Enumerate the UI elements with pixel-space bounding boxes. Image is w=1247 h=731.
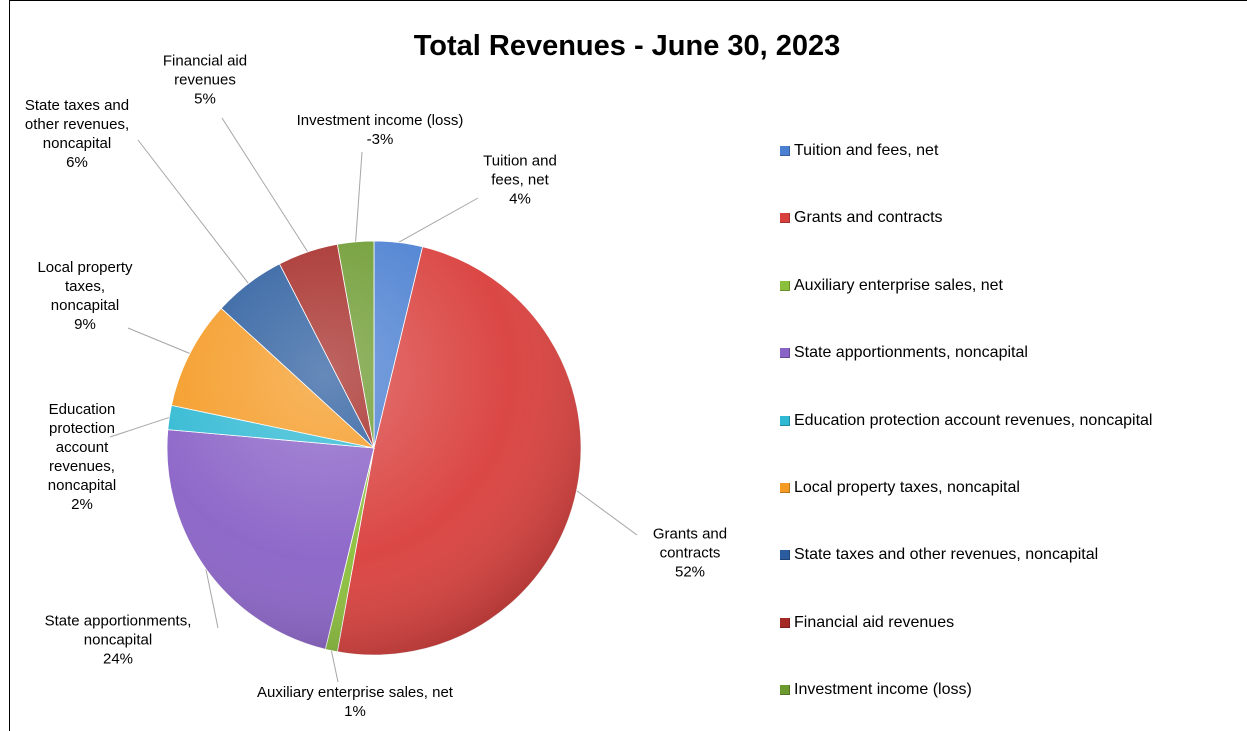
legend-label: State taxes and other revenues, noncapit… [794, 546, 1099, 564]
legend-label: Tuition and fees, net [794, 142, 939, 159]
slice-label-2: Grants and contracts 52% [653, 525, 727, 582]
legend-item: State apportionments, noncapital [780, 342, 1028, 364]
slice-label-percent: 2% [71, 496, 93, 513]
slice-label-name: State apportionments, noncapital [44, 612, 192, 649]
slice-label-5: Education protection account revenues, n… [48, 400, 116, 514]
slice-label-name: Financial aid revenues [162, 52, 248, 89]
slice-label-name: Auxiliary enterprise sales, net [257, 684, 453, 701]
legend-item: Financial aid revenues [780, 612, 954, 634]
legend: Tuition and fees, net Grants and contract… [780, 140, 1247, 720]
slice-label-percent: 1% [344, 703, 366, 720]
legend-label: Education protection account revenues, n… [794, 411, 1153, 429]
leader-line-1 [398, 197, 479, 243]
leader-line-5 [109, 416, 170, 438]
legend-item: Auxiliary enterprise sales, net [780, 275, 1003, 297]
legend-label: Local property taxes, noncapital [794, 479, 1020, 496]
legend-label: State apportionments, noncapital [794, 344, 1028, 362]
chart-area [9, 0, 1247, 731]
leader-line-7 [137, 139, 249, 284]
legend-item: Tuition and fees, net [780, 140, 938, 162]
slice-label-name: Investment income (loss) [296, 112, 464, 129]
legend-label: Auxiliary enterprise sales, net [794, 276, 1003, 294]
chart-title: Total Revenues - June 30, 2023 [413, 30, 841, 62]
legend-item: Investment income (loss) [780, 679, 972, 701]
slice-label-name: Local property taxes, noncapital [37, 259, 133, 314]
slice-label-percent: 4% [509, 190, 531, 208]
slice-label-7: State taxes and other revenues, noncapit… [25, 96, 129, 172]
slice-label-name: Tuition and fees, net [483, 152, 557, 189]
slice-label-8: Financial aid revenues 5% [163, 52, 247, 109]
legend-label: Financial aid revenues [794, 613, 955, 631]
slice-label-percent: -3% [366, 131, 394, 148]
slice-label-name: State taxes and other revenues, noncapit… [24, 97, 130, 152]
legend-swatch [780, 348, 790, 359]
slice-label-percent: 9% [74, 316, 96, 333]
leader-line-3 [330, 650, 339, 683]
slice-label-9: Investment income (loss) -3% [297, 111, 464, 149]
slice-label-percent: 24% [102, 650, 134, 668]
slice-label-name: Education protection account revenues, n… [47, 401, 117, 494]
slice-label-percent: 52% [674, 563, 706, 581]
legend-swatch [780, 213, 790, 224]
legend-swatch [780, 617, 790, 628]
slice-label-4: State apportionments, noncapital 24% [45, 612, 192, 669]
slice-label-1: Tuition and fees, net 4% [483, 152, 557, 209]
legend-swatch [780, 483, 790, 493]
legend-label: Investment income (loss) [794, 681, 972, 699]
slice-label-percent: 5% [194, 90, 216, 108]
leader-line-2 [576, 490, 638, 536]
legend-label: Grants and contracts [794, 209, 943, 227]
legend-swatch [780, 280, 790, 291]
legend-swatch [780, 550, 790, 561]
legend-item: Grants and contracts [780, 207, 943, 229]
legend-item: Education protection account revenues, n… [780, 410, 1152, 432]
legend-item: Local property taxes, noncapital [780, 477, 1020, 499]
legend-item: State taxes and other revenues, noncapit… [780, 544, 1098, 566]
legend-swatch [780, 685, 790, 696]
leader-line-6 [127, 327, 191, 354]
leader-line-8 [221, 117, 309, 253]
legend-swatch [780, 146, 790, 156]
slice-label-percent: 6% [66, 154, 88, 171]
leader-line-9 [355, 151, 363, 242]
slice-label-6: Local property taxes, noncapital 9% [37, 258, 132, 334]
legend-swatch [780, 415, 790, 426]
slice-label-name: Grants and contracts [652, 525, 728, 562]
slice-label-3: Auxiliary enterprise sales, net 1% [257, 683, 453, 721]
